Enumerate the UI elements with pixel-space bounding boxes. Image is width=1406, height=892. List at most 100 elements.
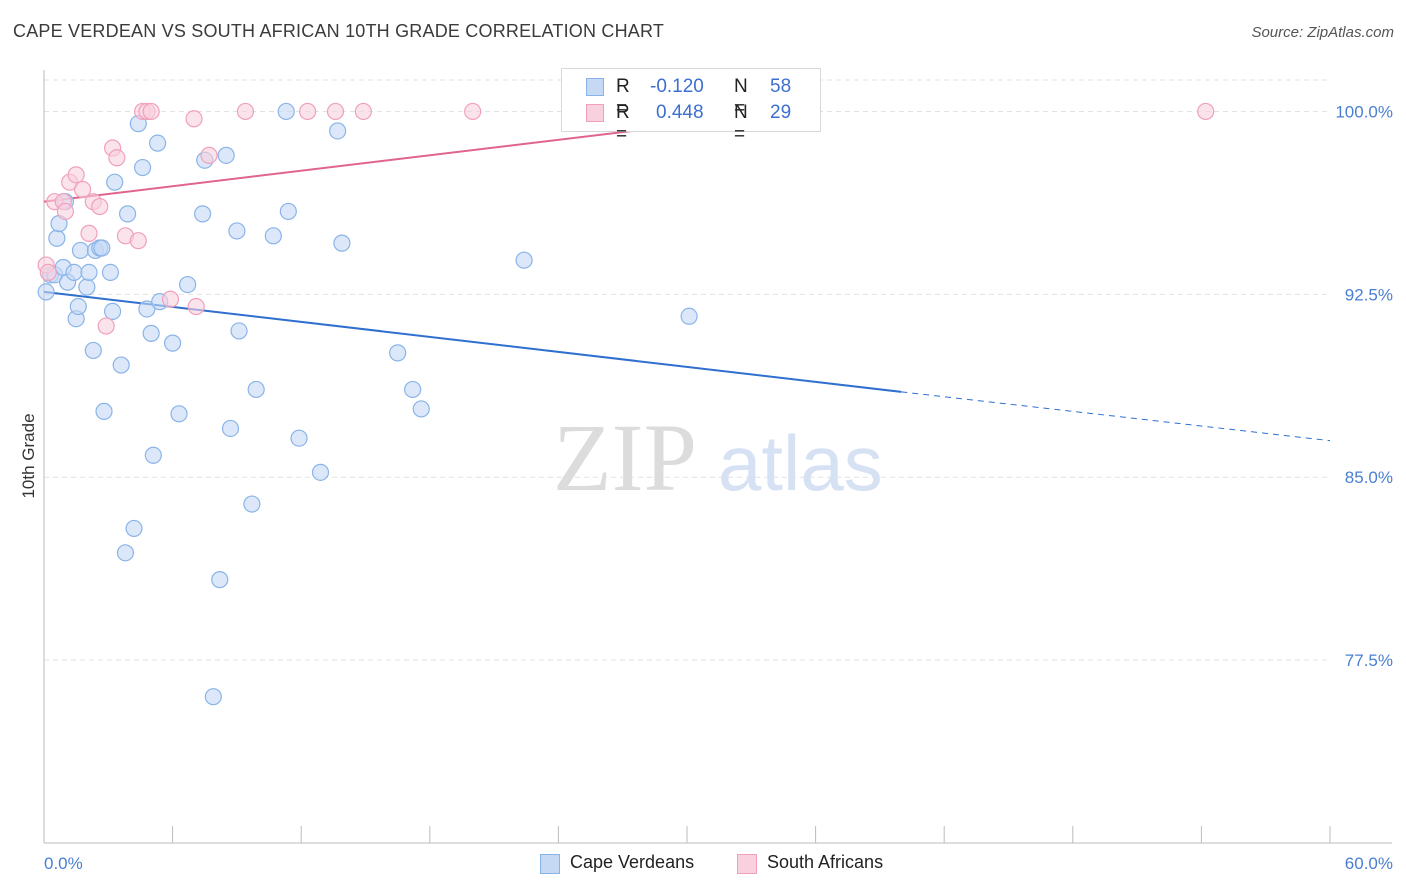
point-south-african [326, 102, 345, 121]
y-tick-label: 85.0% [1345, 468, 1393, 487]
point-cape-verdean [329, 122, 347, 140]
point-south-african [200, 146, 218, 164]
point-cape-verdean [404, 380, 422, 399]
point-cape-verdean [144, 446, 162, 464]
legend-r-label: R = [616, 102, 630, 145]
legend-swatch-pink [586, 104, 604, 122]
point-cape-verdean [148, 134, 167, 152]
point-south-african [1197, 102, 1215, 121]
point-south-african [464, 102, 482, 121]
point-south-african [67, 166, 85, 184]
point-cape-verdean [311, 463, 330, 481]
point-south-african [129, 232, 147, 250]
point-cape-verdean [515, 251, 533, 269]
point-cape-verdean [133, 158, 152, 177]
legend-n-label: N = [734, 102, 748, 145]
point-cape-verdean [118, 205, 137, 223]
x-tick-label: 0.0% [44, 854, 83, 873]
watermark-atlas: atlas [718, 419, 883, 507]
point-south-african [187, 297, 205, 316]
point-cape-verdean [37, 283, 55, 301]
point-cape-verdean [106, 173, 124, 191]
point-cape-verdean [138, 300, 156, 318]
point-cape-verdean [48, 229, 66, 247]
point-cape-verdean [204, 688, 222, 706]
point-south-african [73, 180, 92, 199]
point-cape-verdean [230, 322, 248, 340]
legend-series-label: South Africans [767, 852, 884, 872]
point-cape-verdean [125, 519, 143, 538]
legend-n-value: 29 [770, 102, 792, 123]
y-tick-label: 92.5% [1345, 285, 1393, 304]
legend-swatch-blue [586, 78, 604, 96]
point-cape-verdean [103, 302, 122, 321]
legend-r-value: -0.120 [650, 76, 704, 97]
point-cape-verdean [78, 278, 96, 296]
legend-n-label: N = [734, 76, 748, 119]
legend-series-label: Cape Verdeans [570, 852, 695, 872]
axis-labels: 100.0% 92.5% 85.0% 77.5% 0.0% 60.0% 10th Grade [19, 102, 1393, 873]
point-cape-verdean [279, 202, 297, 221]
point-cape-verdean [142, 324, 160, 342]
trend-line-cape-verdeans [43, 290, 902, 393]
watermark: ZIP atlas [553, 404, 883, 511]
point-south-african [80, 224, 98, 242]
point-cape-verdean [93, 239, 111, 257]
point-cape-verdean [112, 356, 130, 374]
watermark-zip: ZIP [553, 404, 697, 511]
legend-swatch-blue [540, 854, 560, 874]
point-south-african [161, 290, 180, 308]
y-axis-label: 10th Grade [19, 413, 38, 498]
point-cape-verdean [69, 297, 87, 316]
point-south-african [39, 263, 57, 281]
point-cape-verdean [243, 495, 261, 513]
point-cape-verdean [221, 419, 240, 438]
trend-lines [43, 110, 1331, 442]
trend-line-cape-verdeans-extension [901, 391, 1331, 442]
y-tick-label: 77.5% [1345, 651, 1393, 670]
point-cape-verdean [101, 263, 120, 281]
point-south-african [299, 102, 317, 121]
point-south-african [108, 149, 126, 167]
point-cape-verdean [333, 234, 351, 252]
point-south-african [91, 197, 109, 216]
point-cape-verdean [116, 544, 135, 562]
point-cape-verdean [80, 263, 98, 281]
legend-r-label: R = [616, 76, 630, 119]
point-cape-verdean [264, 227, 282, 245]
legend-swatch-pink [737, 854, 757, 874]
point-cape-verdean [412, 400, 430, 418]
point-cape-verdean [84, 341, 102, 360]
point-cape-verdean [217, 146, 235, 164]
point-cape-verdean [247, 380, 265, 399]
point-cape-verdean [170, 405, 188, 423]
legend-n-value: 58 [770, 76, 792, 97]
point-south-african [97, 317, 115, 335]
gridlines [44, 79, 1330, 661]
point-south-african [56, 202, 75, 221]
point-south-african [142, 102, 160, 121]
x-tick-label: 60.0% [1345, 854, 1393, 873]
point-cape-verdean [95, 402, 113, 420]
point-south-african [354, 102, 372, 121]
legend-r-value: 0.448 [656, 102, 704, 123]
point-south-african [236, 102, 255, 121]
stats-legend: R = -0.120 N = 58 R = 0.448 N = 29 [561, 68, 821, 145]
point-south-african [185, 110, 203, 128]
point-cape-verdean [680, 307, 698, 325]
point-cape-verdean [194, 205, 212, 223]
point-cape-verdean [179, 275, 197, 294]
point-cape-verdean [164, 334, 182, 352]
chart-source: Source: ZipAtlas.com [1251, 24, 1394, 41]
point-cape-verdean [211, 571, 229, 589]
point-cape-verdean [277, 102, 295, 121]
point-cape-verdean [71, 241, 90, 260]
point-cape-verdean [65, 263, 83, 281]
point-cape-verdean [290, 429, 308, 447]
axes [43, 70, 1392, 844]
point-cape-verdean [228, 222, 246, 240]
y-tick-label: 100.0% [1335, 102, 1393, 121]
point-cape-verdean [389, 344, 407, 362]
chart-title: CAPE VERDEAN VS SOUTH AFRICAN 10TH GRADE… [13, 21, 665, 41]
